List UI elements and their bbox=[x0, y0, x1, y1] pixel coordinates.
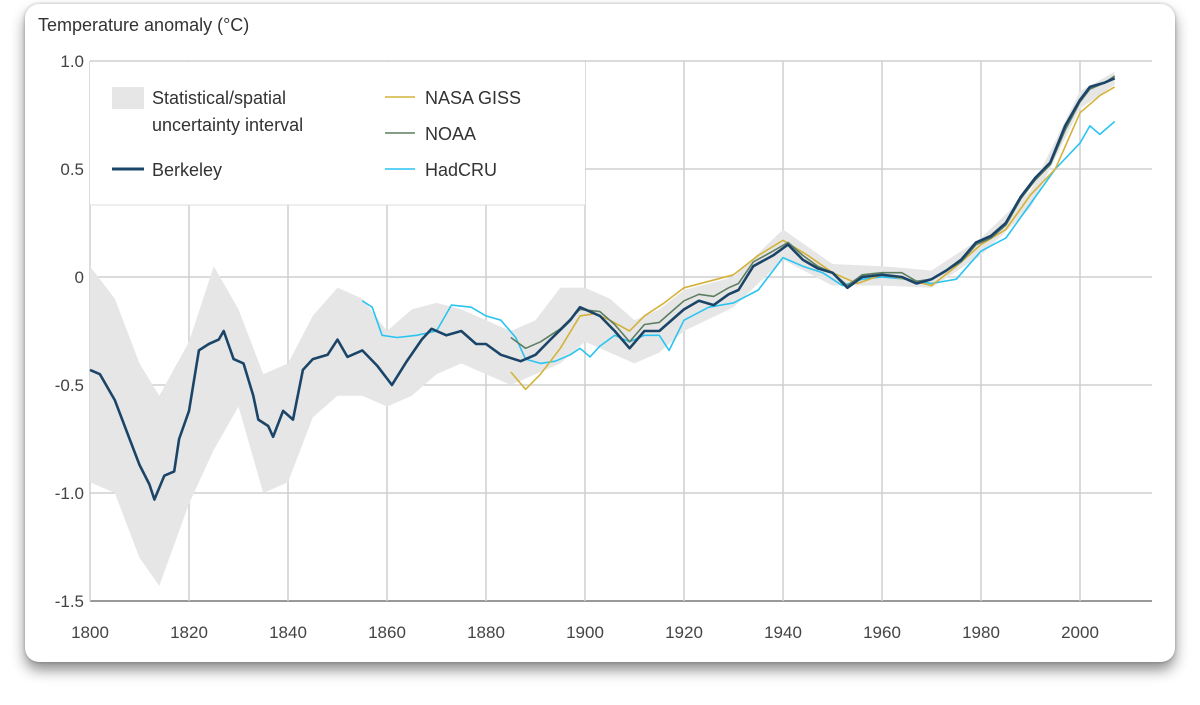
y-tick-label: 0.5 bbox=[60, 160, 84, 179]
x-tick-label: 1960 bbox=[863, 623, 901, 642]
x-tick-label: 1940 bbox=[764, 623, 802, 642]
x-tick-label: 1820 bbox=[170, 623, 208, 642]
x-tick-label: 1840 bbox=[269, 623, 307, 642]
legend-band-swatch bbox=[112, 87, 144, 109]
x-tick-label: 1920 bbox=[665, 623, 703, 642]
uncertainty-band-area bbox=[90, 71, 1115, 586]
y-axis-title: Temperature anomaly (°C) bbox=[38, 15, 249, 35]
series-line-berkeley bbox=[89, 77, 1116, 501]
y-tick-label: 0 bbox=[75, 268, 84, 287]
x-tick-label: 2000 bbox=[1061, 623, 1099, 642]
series-line-giss bbox=[510, 86, 1116, 391]
legend-hadcru-label: HadCRU bbox=[425, 160, 497, 180]
y-tick-label: -1.0 bbox=[55, 484, 84, 503]
legend-background bbox=[90, 62, 585, 205]
x-tick-label: 1980 bbox=[962, 623, 1000, 642]
x-tick-label: 1880 bbox=[467, 623, 505, 642]
tick-labels: 1.0 0.5 0 -0.5 -1.0 -1.5 1800 1820 1840 1860 1880 1… bbox=[55, 52, 1099, 642]
legend-giss-label: NASA GISS bbox=[425, 88, 521, 108]
y-tick-label: 1.0 bbox=[60, 52, 84, 71]
x-tick-label: 1860 bbox=[368, 623, 406, 642]
series-line-hadcru bbox=[361, 120, 1116, 365]
legend-noaa-label: NOAA bbox=[425, 124, 476, 144]
x-tick-label: 1800 bbox=[71, 623, 109, 642]
series-lines bbox=[89, 75, 1116, 501]
y-tick-label: -1.5 bbox=[55, 592, 84, 611]
legend: Statistical/spatial uncertainty interval… bbox=[90, 62, 585, 206]
uncertainty-band bbox=[90, 71, 1115, 586]
legend-band-label-line2: uncertainty interval bbox=[152, 115, 303, 135]
x-tick-label: 1900 bbox=[566, 623, 604, 642]
legend-band-label: Statistical/spatial bbox=[152, 88, 286, 108]
y-tick-label: -0.5 bbox=[55, 376, 84, 395]
legend-berkeley-label: Berkeley bbox=[152, 160, 222, 180]
